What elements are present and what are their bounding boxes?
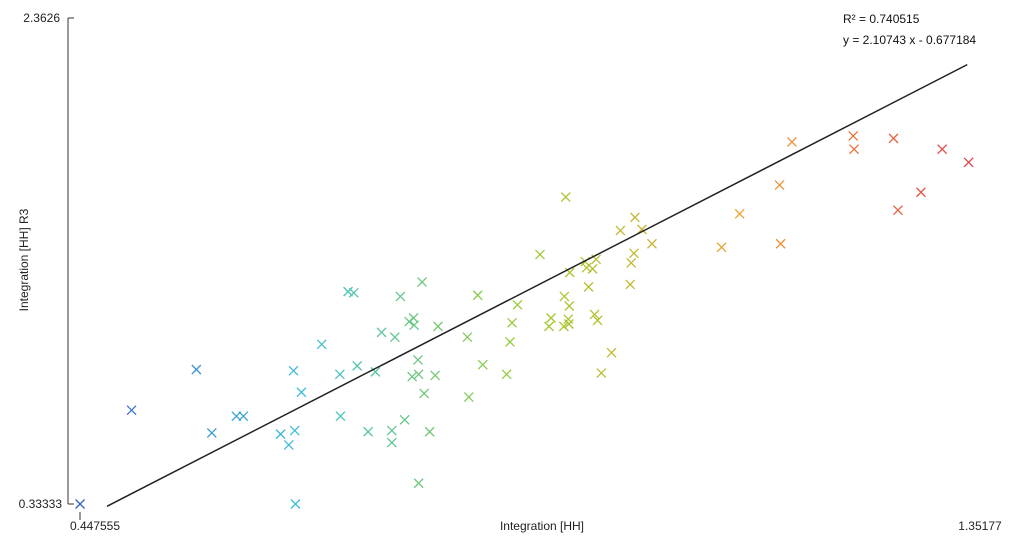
data-point — [546, 313, 557, 323]
data-point — [626, 257, 637, 268]
data-point — [501, 369, 512, 380]
data-point — [774, 180, 785, 191]
trendline — [106, 63, 968, 507]
data-point — [430, 370, 441, 381]
data-point — [413, 478, 424, 489]
data-point — [289, 425, 300, 436]
data-point — [581, 262, 592, 273]
data-point — [413, 369, 424, 380]
data-point — [596, 368, 607, 379]
data-point — [334, 369, 345, 380]
data-point — [592, 315, 603, 326]
data-point — [283, 439, 294, 450]
y-tick-label-max: 2.3626 — [23, 11, 60, 25]
data-point — [615, 225, 626, 236]
data-point — [419, 388, 430, 399]
data-point — [433, 321, 443, 332]
data-point — [370, 366, 381, 377]
data-point — [512, 299, 523, 310]
data-point — [892, 205, 903, 216]
data-point — [316, 339, 327, 350]
data-point — [352, 360, 363, 371]
data-point — [463, 392, 474, 402]
y-axis-label: Integration [HH] R3 — [17, 208, 31, 311]
data-points — [75, 131, 974, 509]
data-point — [231, 411, 242, 422]
data-point — [544, 321, 554, 332]
data-point — [389, 332, 400, 343]
data-point — [559, 291, 570, 302]
data-point — [386, 425, 397, 436]
data-point — [417, 277, 428, 288]
data-point — [583, 281, 594, 292]
data-point — [424, 426, 435, 437]
data-point — [535, 249, 545, 260]
data-point — [646, 238, 657, 249]
data-point — [848, 131, 859, 141]
r-squared-label: R² = 0.740515 — [843, 12, 920, 26]
axes — [67, 17, 81, 520]
data-point — [206, 427, 217, 438]
data-point — [126, 405, 137, 416]
data-point — [507, 317, 518, 328]
trendline-equation-label: y = 2.10743 x - 0.677184 — [843, 33, 976, 47]
data-point — [629, 212, 640, 223]
data-point — [560, 192, 571, 203]
data-point — [888, 133, 899, 144]
data-point — [787, 137, 797, 147]
data-point — [937, 144, 948, 155]
x-tick-label-min: 0.447555 — [70, 519, 120, 533]
data-point — [413, 354, 423, 365]
data-point — [915, 187, 926, 198]
data-point — [558, 321, 569, 332]
data-point — [335, 411, 346, 422]
data-point — [849, 144, 860, 155]
data-point — [563, 319, 574, 329]
data-point — [363, 426, 374, 437]
data-point — [625, 279, 636, 290]
data-point — [629, 248, 639, 259]
data-point — [290, 499, 301, 509]
data-point — [386, 437, 397, 448]
data-point — [275, 429, 286, 440]
data-point — [238, 411, 249, 422]
data-point — [963, 157, 974, 168]
data-point — [296, 387, 307, 398]
data-point — [348, 287, 359, 298]
data-point — [407, 371, 418, 382]
data-point — [288, 365, 299, 376]
data-point — [395, 291, 406, 302]
data-point — [589, 309, 600, 320]
data-point — [399, 414, 410, 425]
data-point — [716, 242, 727, 253]
x-axis-label: Integration [HH] — [500, 519, 584, 533]
data-point — [587, 263, 598, 274]
data-point — [775, 238, 786, 249]
data-point — [409, 320, 420, 331]
data-point — [505, 336, 515, 347]
x-tick-label-max: 1.35177 — [958, 519, 1002, 533]
data-point — [734, 208, 745, 219]
data-point — [191, 364, 202, 375]
data-point — [462, 332, 473, 343]
data-point — [477, 359, 488, 370]
data-point — [472, 290, 483, 301]
y-tick-label-min: 0.33333 — [19, 497, 63, 511]
data-point — [376, 327, 387, 338]
data-point — [75, 499, 86, 509]
data-point — [606, 347, 617, 358]
data-point — [564, 301, 575, 311]
